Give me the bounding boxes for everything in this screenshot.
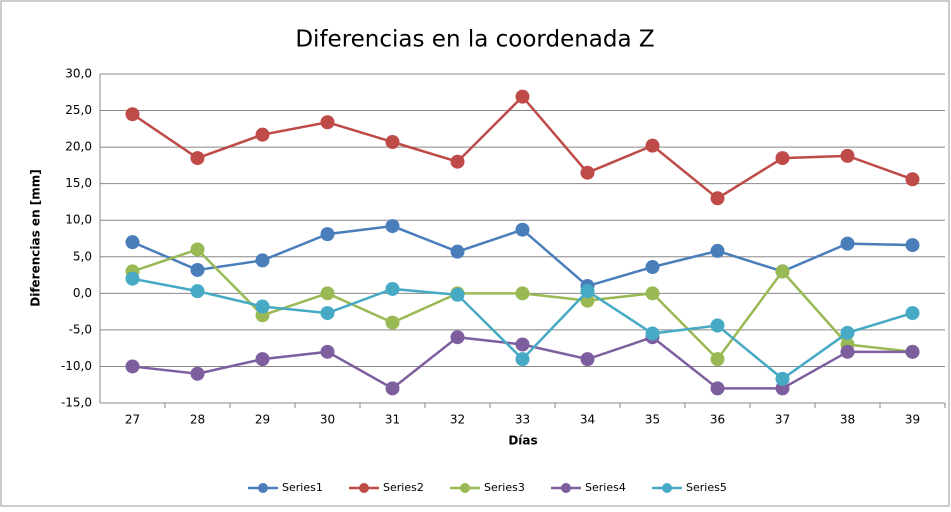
- x-tick-label: 36: [710, 413, 725, 427]
- data-point: [190, 151, 205, 166]
- data-point: [320, 286, 335, 301]
- data-point: [255, 127, 270, 142]
- y-tick-label: 0,0: [73, 286, 92, 300]
- legend-marker: [662, 483, 672, 493]
- data-point: [775, 151, 790, 166]
- data-point: [125, 235, 140, 250]
- data-point: [450, 287, 465, 302]
- x-tick-label: 28: [190, 413, 205, 427]
- data-point: [320, 227, 335, 242]
- data-point: [775, 264, 790, 279]
- x-tick-label: 39: [905, 413, 920, 427]
- data-point: [450, 330, 465, 345]
- data-point: [645, 286, 660, 301]
- data-point: [320, 115, 335, 130]
- data-point: [450, 154, 465, 169]
- x-tick-label: 29: [255, 413, 270, 427]
- data-point: [905, 172, 920, 187]
- data-point: [190, 262, 205, 277]
- data-point: [580, 165, 595, 180]
- data-point: [515, 89, 530, 104]
- data-point: [320, 344, 335, 359]
- y-tick-label: 25,0: [65, 103, 92, 117]
- y-tick-label: -5,0: [69, 322, 92, 336]
- x-tick-label: 38: [840, 413, 855, 427]
- data-point: [710, 243, 725, 258]
- y-tick-label: 30,0: [65, 67, 92, 81]
- data-point: [190, 242, 205, 257]
- data-point: [645, 326, 660, 341]
- data-point: [125, 359, 140, 374]
- data-point: [840, 344, 855, 359]
- data-point: [385, 315, 400, 330]
- data-point: [840, 148, 855, 163]
- x-tick-label: 32: [450, 413, 465, 427]
- y-tick-label: 15,0: [65, 176, 92, 190]
- x-tick-label: 27: [125, 413, 140, 427]
- data-point: [515, 352, 530, 367]
- data-point: [255, 253, 270, 268]
- legend-label: Series4: [585, 481, 626, 494]
- y-tick-label: -10,0: [61, 359, 92, 373]
- x-tick-label: 34: [580, 413, 595, 427]
- data-point: [125, 271, 140, 286]
- y-tick-label: 5,0: [73, 249, 92, 263]
- legend-label: Series1: [282, 481, 323, 494]
- data-point: [385, 381, 400, 396]
- data-point: [580, 284, 595, 299]
- data-point: [320, 306, 335, 321]
- data-point: [710, 318, 725, 333]
- legend-label: Series5: [686, 481, 727, 494]
- data-point: [645, 260, 660, 275]
- data-point: [385, 134, 400, 149]
- data-point: [645, 138, 660, 153]
- data-point: [385, 219, 400, 234]
- x-tick-label: 31: [385, 413, 400, 427]
- data-point: [905, 344, 920, 359]
- x-tick-label: 33: [515, 413, 530, 427]
- x-tick-label: 30: [320, 413, 335, 427]
- y-tick-label: 10,0: [65, 213, 92, 227]
- legend-marker: [258, 483, 268, 493]
- data-point: [450, 244, 465, 259]
- legend-marker: [561, 483, 571, 493]
- y-tick-label: -15,0: [61, 396, 92, 410]
- legend-marker: [359, 483, 369, 493]
- x-axis-label: Días: [508, 434, 537, 448]
- data-point: [255, 299, 270, 314]
- data-point: [515, 222, 530, 237]
- data-point: [190, 284, 205, 299]
- data-point: [905, 306, 920, 321]
- data-point: [840, 325, 855, 340]
- legend-label: Series3: [484, 481, 525, 494]
- data-point: [255, 352, 270, 367]
- y-axis-label: Diferencias en [mm]: [29, 169, 43, 307]
- data-point: [710, 191, 725, 206]
- data-point: [515, 337, 530, 352]
- chart-title: Diferencias en la coordenada Z: [295, 27, 654, 53]
- legend-marker: [460, 483, 470, 493]
- data-point: [905, 238, 920, 253]
- data-point: [515, 286, 530, 301]
- y-tick-label: 20,0: [65, 140, 92, 154]
- data-point: [580, 352, 595, 367]
- data-point: [775, 371, 790, 386]
- x-tick-label: 35: [645, 413, 660, 427]
- data-point: [840, 236, 855, 251]
- data-point: [190, 366, 205, 381]
- legend-label: Series2: [383, 481, 424, 494]
- data-point: [710, 381, 725, 396]
- data-point: [385, 281, 400, 296]
- data-point: [710, 352, 725, 367]
- data-point: [125, 107, 140, 122]
- x-tick-label: 37: [775, 413, 790, 427]
